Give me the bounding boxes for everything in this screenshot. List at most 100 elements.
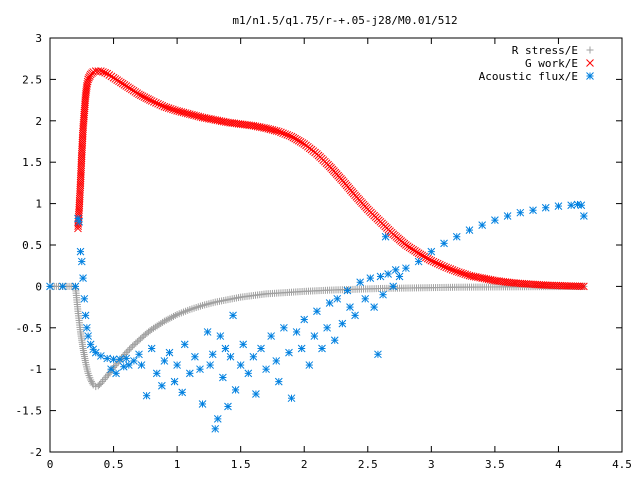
data-point [323, 323, 331, 332]
data-point [185, 369, 194, 378]
data-point [152, 99, 160, 107]
data-point [99, 68, 107, 76]
data-point [239, 340, 248, 349]
x-tick-label: 1.5 [231, 458, 251, 471]
data-point [160, 317, 168, 325]
data-point [211, 424, 220, 433]
x-tick-label: 2.5 [358, 458, 378, 471]
data-point [351, 311, 359, 320]
data-point [305, 361, 314, 369]
data-point [333, 294, 342, 303]
data-point [356, 278, 365, 287]
data-point [171, 311, 179, 319]
data-point [169, 312, 177, 320]
data-point [162, 316, 170, 324]
data-point [291, 134, 299, 143]
data-point [280, 323, 288, 332]
data-point [156, 100, 165, 109]
legend-marker [586, 72, 594, 80]
data-point [224, 402, 232, 411]
data-point [277, 128, 285, 137]
data-point [281, 130, 290, 138]
data-point [580, 212, 588, 220]
data-point [461, 270, 470, 279]
data-point [91, 348, 100, 357]
data-point [427, 256, 436, 265]
data-point [142, 391, 151, 400]
data-point [289, 133, 298, 142]
data-point [146, 96, 154, 104]
data-point [103, 354, 112, 363]
data-point [577, 201, 586, 210]
data-point [370, 303, 378, 311]
legend-label: R stress/E [512, 44, 578, 57]
data-point [107, 72, 116, 81]
data-point [144, 95, 152, 103]
data-point [283, 131, 292, 139]
y-tick-label: -1 [29, 363, 42, 376]
data-point [125, 345, 133, 353]
data-point [402, 264, 410, 273]
y-tick-label: 1 [35, 198, 42, 211]
data-point [423, 254, 432, 263]
data-point [425, 255, 434, 264]
y-tick-label: 2.5 [22, 73, 42, 86]
x-tick-label: 3.5 [485, 458, 505, 471]
y-tick-label: 3 [35, 32, 42, 45]
data-point [135, 350, 143, 359]
data-point [196, 365, 204, 374]
data-point [157, 320, 165, 328]
series-layer [46, 67, 588, 433]
data-point [116, 355, 124, 364]
data-point [178, 388, 187, 397]
data-point [154, 99, 162, 108]
y-tick-label: -1.5 [16, 405, 43, 418]
data-point [577, 282, 586, 291]
legend-marker [586, 46, 594, 54]
data-point [418, 251, 427, 260]
data-point [293, 135, 301, 144]
data-point [96, 352, 105, 360]
data-point [338, 319, 347, 328]
data-point [478, 221, 487, 229]
data-point [149, 98, 158, 106]
data-point [296, 138, 305, 146]
data-point [262, 365, 270, 374]
data-point [168, 313, 176, 321]
data-point [151, 323, 159, 331]
data-point [310, 332, 319, 340]
data-point [158, 101, 167, 110]
data-point [381, 232, 390, 241]
data-point [274, 127, 283, 136]
data-point [285, 348, 293, 357]
y-tick-label: 2 [35, 115, 42, 128]
data-point [465, 226, 474, 234]
data-point [580, 282, 588, 291]
data-point [567, 201, 576, 210]
x-tick-label: 4 [555, 458, 562, 471]
data-point [491, 216, 499, 225]
data-point [448, 265, 457, 274]
data-point [147, 97, 156, 105]
data-point [76, 247, 85, 256]
data-point [343, 286, 352, 295]
y-tick-label: 0.5 [22, 239, 42, 252]
data-point [249, 352, 258, 361]
series-cross [74, 67, 588, 291]
data-point [155, 321, 163, 329]
data-point [516, 208, 525, 217]
data-point [231, 386, 240, 394]
data-point [165, 348, 174, 357]
data-point [554, 202, 563, 210]
data-point [313, 307, 321, 316]
data-point [124, 361, 133, 369]
data-point [138, 92, 147, 101]
data-point [159, 318, 167, 326]
data-point [252, 390, 260, 398]
series-plus [46, 282, 588, 391]
data-point [440, 239, 448, 248]
data-point [122, 354, 131, 363]
data-point [272, 357, 281, 365]
